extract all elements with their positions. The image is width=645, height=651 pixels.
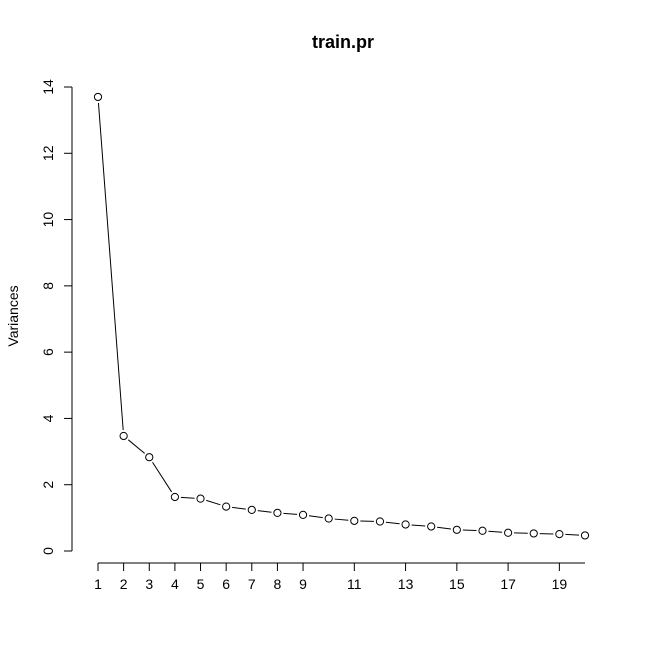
- data-point: [247, 505, 256, 515]
- x-tick-label: 15: [449, 576, 465, 592]
- series-line-segment: [127, 439, 145, 454]
- y-tick-label: 6: [40, 348, 56, 356]
- y-tick-label: 12: [40, 145, 56, 161]
- series-line-segment: [334, 518, 349, 521]
- y-tick-label: 8: [40, 282, 56, 290]
- series-line-segment: [152, 461, 173, 493]
- data-point: [401, 520, 410, 529]
- x-tick-label: 17: [500, 576, 516, 592]
- y-tick-label: 4: [40, 414, 56, 422]
- series-line-segment: [180, 496, 195, 499]
- series-line-segment: [437, 526, 451, 530]
- data-point: [93, 92, 103, 102]
- data-point: [324, 514, 333, 523]
- data-point: [273, 508, 282, 517]
- series-line-segment: [97, 102, 124, 431]
- data-point: [478, 526, 487, 535]
- y-tick-label: 14: [40, 79, 56, 95]
- data-point: [350, 516, 359, 525]
- chart-title: train.pr: [312, 32, 374, 52]
- x-tick-label: 9: [299, 576, 307, 592]
- y-tick-label: 0: [40, 547, 56, 555]
- data-point: [145, 453, 154, 462]
- x-tick-label: 13: [398, 576, 414, 592]
- series-line-segment: [565, 533, 580, 536]
- x-tick-label: 3: [145, 576, 153, 592]
- data-point: [452, 525, 461, 534]
- series-line-segment: [232, 506, 246, 510]
- x-tick-label: 8: [274, 576, 282, 592]
- series-line-segment: [462, 529, 477, 532]
- series-line-segment: [206, 499, 221, 506]
- x-tick-label: 4: [171, 576, 179, 592]
- x-tick-label: 19: [552, 576, 568, 592]
- data-point: [504, 528, 513, 537]
- series-line-segment: [411, 524, 426, 527]
- x-tick-label: 11: [347, 576, 362, 592]
- data-point: [555, 529, 564, 539]
- series-line-segment: [385, 521, 400, 525]
- series-line-segment: [283, 512, 298, 515]
- data-point: [580, 531, 590, 540]
- data-point: [427, 522, 436, 531]
- data-point: [196, 494, 205, 503]
- x-tick-label: 7: [248, 576, 256, 592]
- y-axis-ticks: 0 2 4 6 8 10 12 14: [40, 79, 72, 555]
- series-line-segment: [257, 510, 272, 513]
- series-line-segment: [308, 515, 323, 519]
- y-tick-label: 10: [40, 212, 56, 228]
- x-axis-ticks: 1 2 3 4 5 6 7 8 9 11 13 15 17 19: [94, 563, 567, 592]
- data-point: [529, 529, 538, 538]
- data-point: [119, 431, 128, 441]
- y-tick-label: 2: [40, 481, 56, 489]
- data-point: [375, 517, 385, 526]
- data-point: [222, 502, 231, 511]
- series-group: [93, 92, 590, 540]
- y-axis-label: Variances: [5, 285, 21, 346]
- x-tick-label: 6: [222, 576, 230, 592]
- data-point: [298, 510, 308, 519]
- data-point: [170, 492, 179, 502]
- x-tick-label: 5: [197, 576, 205, 592]
- x-tick-label: 2: [120, 576, 128, 592]
- x-tick-label: 1: [94, 576, 102, 592]
- series-line-segment: [488, 530, 503, 533]
